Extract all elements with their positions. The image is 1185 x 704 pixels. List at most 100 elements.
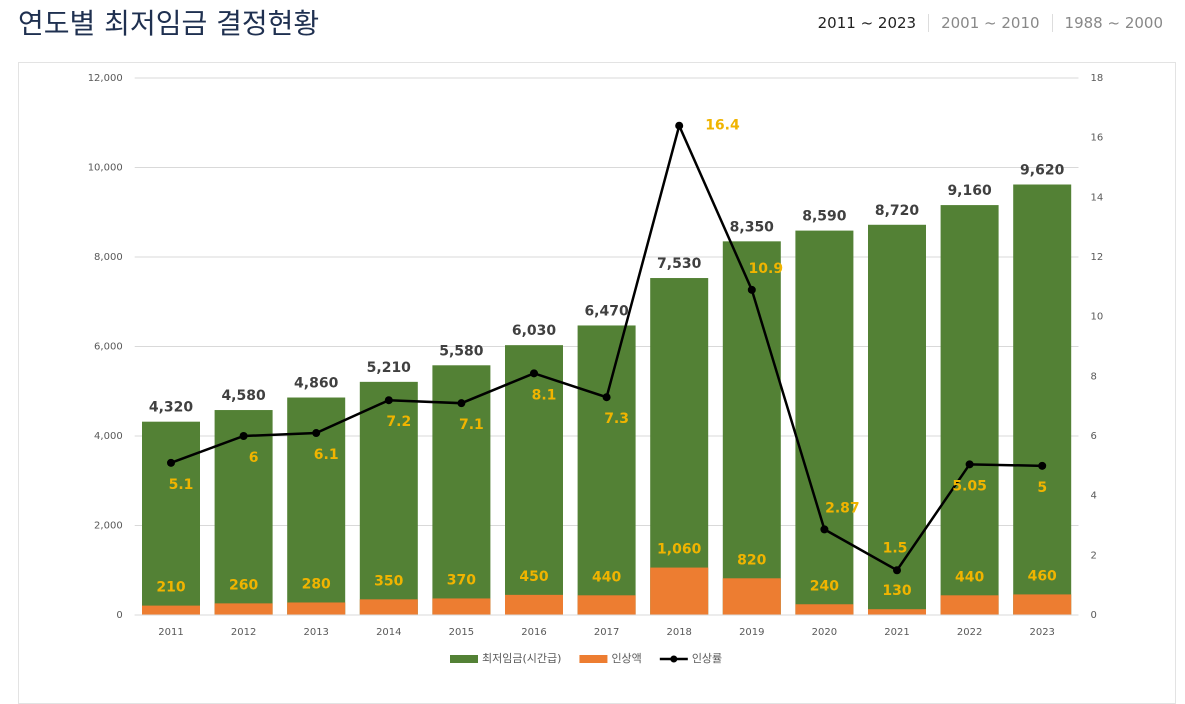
line-point [893, 566, 901, 575]
data-label: 370 [447, 572, 476, 588]
y-tick-label: 10,000 [88, 163, 123, 174]
data-label: 820 [737, 552, 766, 568]
data-label: 5,210 [367, 360, 412, 376]
page-title: 연도별 최저임금 결정현황 [18, 7, 320, 40]
x-tick-label: 2022 [957, 627, 982, 638]
bar [577, 325, 636, 615]
line-point [602, 393, 611, 402]
data-label: 7.2 [386, 414, 411, 430]
y-tick-label: 2,000 [94, 521, 123, 532]
legend-label: 인상률 [692, 652, 722, 665]
x-tick-label: 2014 [376, 627, 401, 638]
line-point [167, 458, 175, 467]
legend-swatch [670, 655, 678, 663]
data-label: 440 [955, 569, 984, 585]
bar [940, 205, 999, 615]
x-tick-label: 2013 [303, 627, 328, 638]
x-tick-label: 2018 [666, 627, 691, 638]
bar [650, 567, 709, 615]
line-point [530, 369, 538, 378]
y-tick-label: 6,000 [94, 342, 123, 353]
data-label: 1.5 [883, 540, 908, 556]
y2-tick-label: 14 [1091, 192, 1104, 203]
y2-tick-label: 10 [1091, 312, 1104, 323]
y2-tick-label: 16 [1091, 133, 1104, 144]
x-tick-label: 2011 [158, 627, 183, 638]
data-label: 1,060 [657, 542, 702, 558]
data-label: 16.4 [705, 118, 740, 134]
data-label: 9,620 [1020, 163, 1065, 179]
data-label: 5.05 [952, 478, 987, 494]
bar [722, 241, 781, 615]
bar [359, 381, 418, 615]
data-label: 260 [229, 577, 258, 593]
bar [1013, 594, 1072, 615]
data-label: 440 [592, 569, 621, 585]
bar [359, 599, 418, 615]
data-label: 350 [374, 573, 403, 589]
data-label: 4,580 [221, 388, 266, 404]
bar [505, 345, 563, 615]
bar [432, 598, 491, 615]
line-point [965, 460, 974, 469]
y2-tick-label: 18 [1091, 73, 1104, 84]
data-label: 6,470 [584, 303, 629, 319]
tab[interactable]: 2011 ~ 2023 [817, 14, 917, 32]
line-point [384, 396, 393, 405]
y2-tick-label: 6 [1091, 431, 1097, 442]
page: 연도별 최저임금 결정현황 2011 ~ 2023 2001 ~ 2010 19… [18, 7, 1176, 704]
bar [868, 224, 926, 615]
y2-tick-label: 2 [1091, 550, 1097, 561]
data-label: 7.1 [459, 417, 484, 433]
line-point [457, 399, 466, 408]
data-label: 2.87 [825, 500, 860, 516]
bar [577, 595, 636, 615]
x-tick-label: 2015 [449, 627, 474, 638]
bar [142, 605, 200, 615]
data-label: 6.1 [314, 447, 339, 463]
data-label: 5 [1037, 480, 1047, 496]
data-label: 8,590 [802, 209, 847, 225]
bar [214, 603, 273, 615]
legend-label: 최저임금(시간급) [482, 652, 561, 665]
data-label: 9,160 [947, 183, 992, 199]
tab[interactable]: 2001 ~ 2010 [928, 14, 1051, 32]
y2-tick-label: 12 [1091, 252, 1104, 263]
tab[interactable]: 1988 ~ 2000 [1051, 14, 1175, 32]
legend-swatch [450, 655, 478, 663]
y2-tick-label: 8 [1091, 371, 1097, 382]
data-label: 5,580 [439, 343, 484, 359]
data-label: 280 [302, 576, 331, 592]
line-point [675, 121, 684, 130]
data-label: 6,030 [512, 323, 557, 339]
bar [795, 604, 854, 615]
bar [1013, 184, 1072, 615]
line-point [239, 432, 248, 440]
x-tick-label: 2012 [231, 627, 256, 638]
chart: 0 2,000 4,000 6,000 8,000 10,000 12,000 0 2 4 6 8 10… [88, 73, 1104, 665]
x-tick-label: 2020 [812, 627, 837, 638]
data-label: 5.1 [169, 477, 194, 493]
data-label: 4,320 [149, 400, 194, 416]
tabs: 2011 ~ 2023 2001 ~ 2010 1988 ~ 2000 [806, 14, 1175, 32]
bar [142, 421, 200, 615]
legend-swatch [579, 655, 608, 663]
y2-tick-label: 0 [1091, 610, 1097, 621]
y-tick-label: 0 [116, 610, 122, 621]
x-tick-label: 2023 [1029, 627, 1054, 638]
data-label: 7.3 [604, 411, 629, 427]
y-tick-label: 4,000 [94, 431, 123, 442]
x-tick-label: 2016 [521, 627, 546, 638]
data-label: 240 [810, 578, 839, 594]
x-tick-label: 2019 [739, 627, 764, 638]
x-tick-label: 2017 [594, 627, 619, 638]
data-label: 210 [156, 580, 185, 596]
bar [287, 602, 346, 615]
data-label: 4,860 [294, 376, 339, 392]
line-point [747, 285, 756, 294]
line-point [1038, 461, 1047, 470]
data-label: 130 [882, 583, 911, 599]
bar [795, 230, 854, 615]
data-label: 6 [249, 450, 259, 466]
data-label: 8,350 [730, 219, 775, 235]
